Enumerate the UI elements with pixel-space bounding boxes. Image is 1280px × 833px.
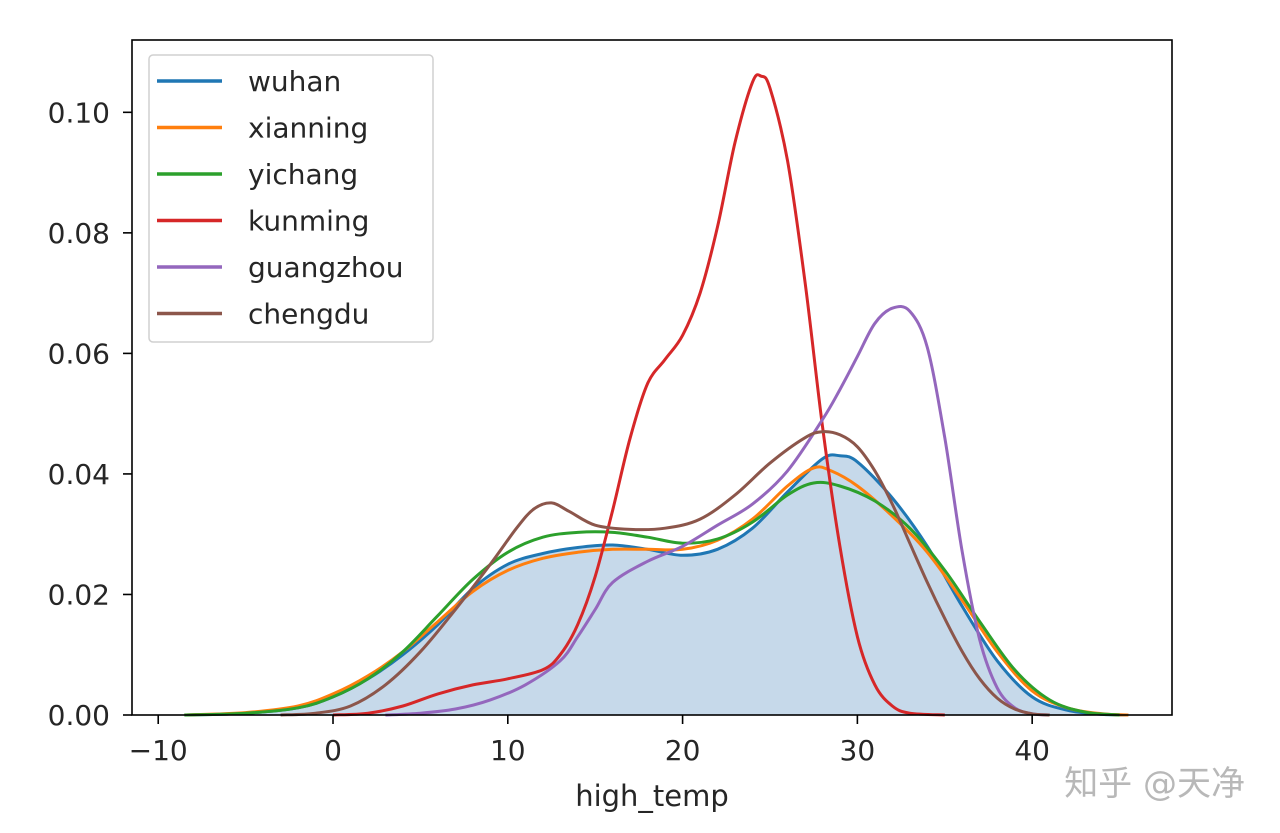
x-tick-label: −10 <box>129 734 188 767</box>
y-axis-ticks: 0.00 0.02 0.04 0.06 0.08 0.10 <box>48 96 132 732</box>
y-tick-label: 0.04 <box>48 458 110 491</box>
y-tick-label: 0.02 <box>48 578 110 611</box>
x-tick-label: 30 <box>840 734 876 767</box>
x-axis-label: high_temp <box>575 779 729 813</box>
series-line-kunming <box>332 73 945 717</box>
x-tick-label: 40 <box>1014 734 1050 767</box>
x-tick-label: 20 <box>665 734 701 767</box>
x-tick-label: 0 <box>324 734 342 767</box>
y-tick-label: 0.00 <box>48 699 110 732</box>
y-tick-label: 0.08 <box>48 217 110 250</box>
x-tick-label: 10 <box>490 734 526 767</box>
legend: wuhan xianning yichang kunming guangzhou chen… <box>148 54 434 343</box>
legend-label-guangzhou: guangzhou <box>248 251 404 284</box>
series-line-yichang <box>184 480 1120 717</box>
legend-label-chengdu: chengdu <box>248 298 369 331</box>
plot-frame <box>131 39 1173 716</box>
y-tick-label: 0.06 <box>48 337 110 370</box>
legend-label-xianning: xianning <box>248 112 368 145</box>
series-line-guangzhou <box>385 305 1050 717</box>
legend-label-wuhan: wuhan <box>248 65 341 98</box>
watermark: 知乎 @天净 <box>1064 764 1245 804</box>
series-lines-layer <box>184 73 1129 717</box>
legend-label-kunming: kunming <box>248 205 369 238</box>
x-axis-ticks: −10 0 10 20 30 40 <box>129 715 1050 767</box>
series-line-chengdu <box>280 430 1050 717</box>
y-tick-label: 0.10 <box>48 96 110 129</box>
legend-label-yichang: yichang <box>248 158 358 191</box>
legend-items: wuhan xianning yichang kunming guangzhou chen… <box>157 65 404 331</box>
